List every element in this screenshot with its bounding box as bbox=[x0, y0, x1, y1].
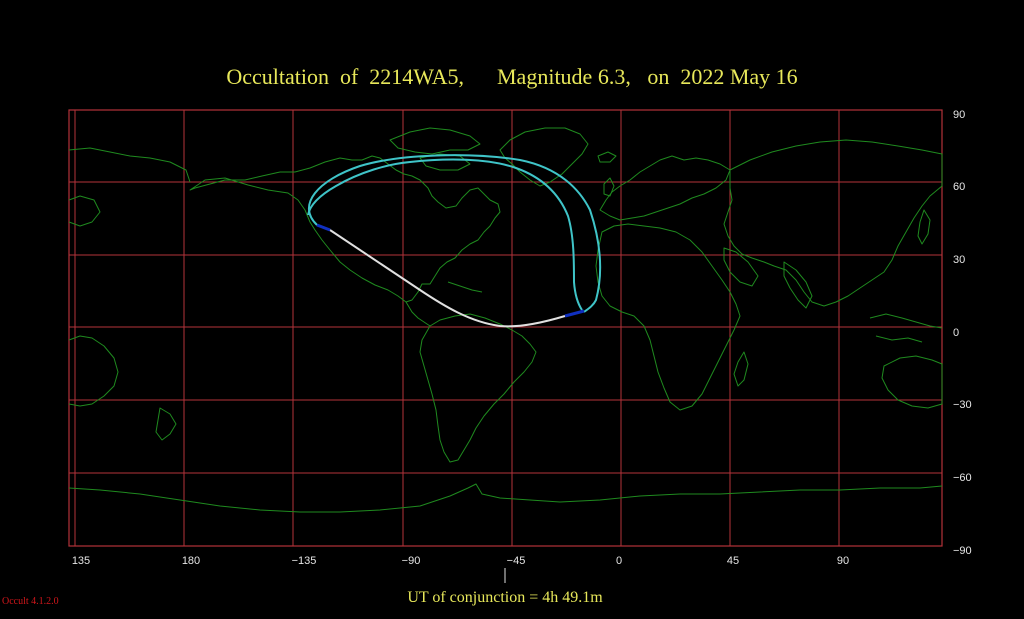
coastline-madagascar bbox=[733, 351, 749, 387]
coastline-central-america bbox=[405, 301, 431, 327]
latitude-label: 90 bbox=[953, 109, 965, 121]
coastlines bbox=[68, 127, 943, 513]
coastline-arabia bbox=[723, 247, 759, 287]
coastline-north-america bbox=[189, 155, 501, 303]
title-magnitude: Magnitude 6.3, bbox=[497, 64, 631, 89]
coastline-new-zealand bbox=[155, 407, 177, 441]
latitude-labels: 90 60 30 0 −30 −60 −90 bbox=[953, 109, 972, 557]
coastline-indonesia bbox=[875, 335, 923, 343]
coastline-australia bbox=[881, 355, 943, 409]
coastline-caribbean bbox=[447, 281, 483, 293]
title-date: on 2022 May 16 bbox=[647, 64, 798, 89]
coastline-britain bbox=[603, 177, 615, 197]
coastline-india bbox=[783, 261, 813, 309]
longitude-label: −135 bbox=[292, 555, 317, 567]
coastline-africa bbox=[595, 223, 741, 411]
meridian-grid bbox=[74, 110, 840, 546]
path-limit-inner bbox=[307, 158, 583, 311]
coastline-south-america bbox=[419, 313, 537, 463]
latitude-label: −60 bbox=[953, 472, 972, 484]
latitude-label: 30 bbox=[953, 254, 965, 266]
longitude-label: 135 bbox=[72, 555, 90, 567]
path-twilight-east bbox=[564, 309, 585, 318]
longitude-label: 90 bbox=[837, 555, 849, 567]
coastline-arctic-islands bbox=[389, 127, 481, 155]
coastline-asia bbox=[723, 139, 943, 307]
conjunction-time: UT of conjunction = 4h 49.1m bbox=[407, 589, 603, 606]
map-frame bbox=[68, 109, 943, 547]
map-title: Occultation of 2214WA5, Magnitude 6.3, o… bbox=[0, 64, 1024, 90]
longitude-labels: 135 180 −135 −90 −45 0 45 90 bbox=[72, 555, 849, 567]
coastline-japan bbox=[917, 209, 931, 245]
latitude-label: −90 bbox=[953, 545, 972, 557]
title-event: Occultation of 2214WA5, bbox=[226, 64, 464, 89]
longitude-label: −90 bbox=[402, 555, 421, 567]
coastline-europe bbox=[599, 155, 731, 221]
coastline-kamchatka bbox=[68, 195, 101, 227]
latitude-label: −30 bbox=[953, 399, 972, 411]
version-label: Occult 4.1.2.0 bbox=[2, 596, 59, 607]
longitude-label: 45 bbox=[727, 555, 739, 567]
latitude-label: 0 bbox=[953, 327, 959, 339]
occultation-path bbox=[307, 154, 602, 328]
longitude-label: −45 bbox=[507, 555, 526, 567]
coastline-siberia-wrap bbox=[68, 147, 191, 183]
latitude-label: 60 bbox=[953, 181, 965, 193]
coastline-antarctica bbox=[68, 483, 943, 513]
parallel-grid bbox=[69, 181, 942, 474]
path-twilight-west bbox=[316, 223, 331, 232]
path-limit-outer bbox=[307, 154, 602, 313]
coastline-indonesia bbox=[869, 313, 943, 329]
path-centre-line-day bbox=[329, 229, 566, 328]
longitude-label: 0 bbox=[616, 555, 622, 567]
longitude-label: 180 bbox=[182, 555, 200, 567]
coastline-greenland bbox=[499, 127, 589, 187]
coastline-iceland bbox=[597, 151, 617, 163]
coastline-australia bbox=[68, 335, 119, 407]
